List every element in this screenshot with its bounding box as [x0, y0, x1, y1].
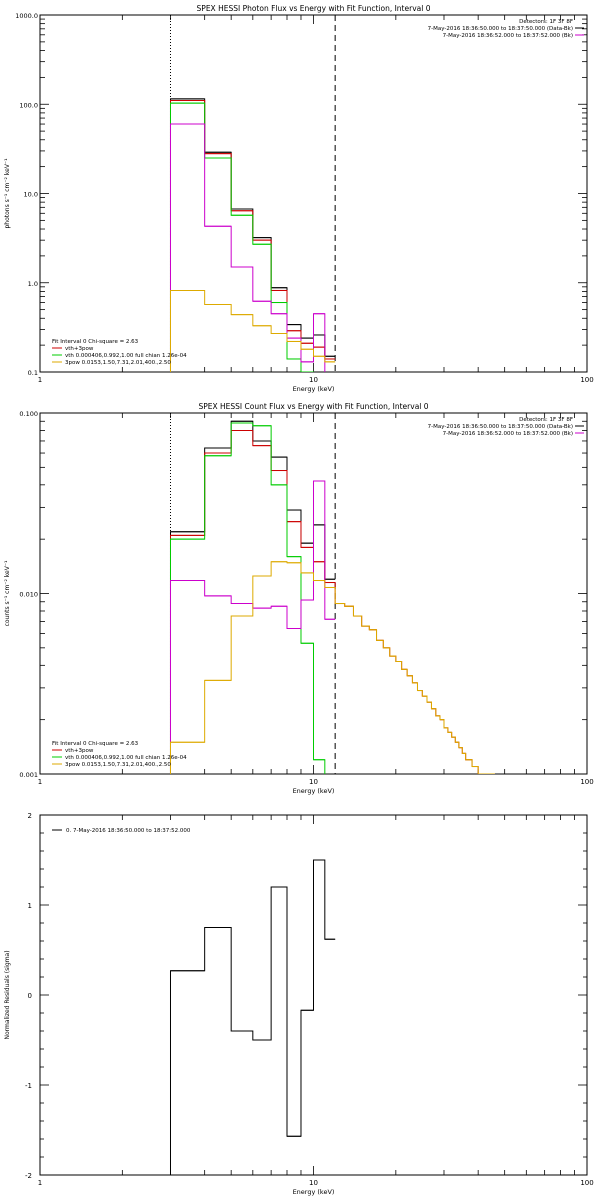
series-line — [169, 561, 495, 774]
x-tick-label: 100 — [580, 1179, 593, 1187]
series-5 — [169, 289, 336, 372]
series-5 — [169, 561, 495, 774]
legend-top-text: 7-May-2016 18:36:52.000 to 18:37:52.000 … — [443, 33, 573, 39]
x-axis-label: Energy (keV) — [293, 1188, 335, 1196]
series-line — [169, 102, 314, 372]
series-group — [169, 859, 336, 1175]
panel-2: 1 10 100 0.001 0.010 0.100 SPEX HESSI Count Fl… — [4, 402, 594, 795]
legend-bottom-text: vth 0.000406,0.992,1.00 full chian 1.26e… — [65, 755, 187, 761]
legend-bottom-text: 3pow 0.0153,1.50,7.31,2.01,400.,2.50 — [65, 762, 171, 768]
legend-bottom-text: vth+3pow — [65, 748, 94, 754]
y-tick-label: 0.001 — [19, 771, 38, 779]
y-tick-label: 100.0 — [19, 101, 38, 109]
y-tick-label: 0 — [28, 992, 32, 1000]
x-axis-label: Energy (keV) — [293, 385, 335, 393]
series-1 — [169, 859, 336, 1175]
x-tick-label: 10 — [309, 1179, 318, 1187]
legend-top-text: 7-May-2016 18:36:50.000 to 18:37:50.000 … — [428, 424, 573, 430]
panel-1: 1 10 100 0.1 1.0 10.0 100.0 1000.0 SPEX HESSI Ph… — [4, 4, 594, 393]
series-4 — [169, 123, 326, 372]
x-axis-ticks: 1 10 100 — [38, 15, 594, 384]
x-tick-label: 1 — [38, 376, 42, 384]
fit-info-text: Fit Interval 0 Chi-square = 2.63 — [52, 741, 139, 747]
x-axis-ticks: 1 10 100 — [38, 815, 594, 1187]
y-tick-label: -1 — [25, 1082, 32, 1090]
y-tick-label: 0.100 — [19, 410, 38, 418]
y-axis-ticks: 0.001 0.010 0.100 — [19, 410, 587, 779]
y-tick-label: 10.0 — [24, 191, 38, 199]
x-tick-label: 100 — [580, 778, 593, 786]
legend-bottom-text: 3pow 0.0153,1.50,7.31,2.01,400.,2.50 — [65, 360, 171, 366]
y-axis-label: photons s⁻¹ cm⁻² keV⁻¹ — [4, 158, 11, 229]
y-tick-label: 2 — [28, 812, 32, 820]
series-line — [169, 480, 336, 774]
legend-top-text: 7-May-2016 18:36:50.000 to 18:37:50.000 … — [428, 26, 573, 32]
fit-info-text: Fit Interval 0 Chi-square = 2.63 — [52, 339, 139, 345]
y-axis-ticks: -2 -1 0 1 2 — [25, 812, 587, 1180]
x-tick-label: 1 — [38, 778, 42, 786]
y-tick-label: 1.0 — [28, 280, 38, 288]
y-axis-ticks: 0.1 1.0 10.0 100.0 1000.0 — [15, 12, 587, 377]
legend-bottom-text: vth+3pow — [65, 346, 94, 352]
series-3 — [169, 422, 326, 774]
series-3 — [169, 102, 314, 372]
series-group — [169, 420, 495, 774]
x-tick-label: 1 — [38, 1179, 42, 1187]
y-axis-label: Normalized Residuals (sigma) — [4, 950, 11, 1039]
series-line — [169, 859, 336, 1175]
panel-3: 1 10 100 -2 -1 0 1 2 Energy (keV) Normalized Resi… — [4, 812, 594, 1196]
series-group — [169, 98, 336, 372]
series-4 — [169, 480, 336, 774]
detectors-label: Detectors: 1F 3F 8F — [519, 417, 573, 423]
y-tick-label: 1 — [28, 902, 32, 910]
chart-title: SPEX HESSI Count Flux vs Energy with Fit… — [198, 402, 428, 411]
x-tick-label: 10 — [309, 376, 318, 384]
x-tick-label: 10 — [309, 778, 318, 786]
legend-bottom-text: vth 0.000406,0.992,1.00 full chian 1.26e… — [65, 353, 187, 359]
y-axis-label: counts s⁻¹ cm⁻² keV⁻¹ — [4, 560, 11, 626]
y-tick-label: -2 — [25, 1172, 32, 1180]
series-2 — [169, 429, 495, 774]
x-axis-label: Energy (keV) — [293, 787, 335, 795]
y-tick-label: 1000.0 — [15, 12, 38, 20]
y-tick-label: 0.1 — [28, 369, 38, 377]
detectors-label: Detectors: 1F 3F 8F — [519, 19, 573, 25]
y-tick-label: 0.010 — [19, 591, 38, 599]
legend-top-text: 7-May-2016 18:36:52.000 to 18:37:52.000 … — [443, 431, 573, 437]
legend-top-text: 0. 7-May-2016 18:36:50.000 to 18:37:52.0… — [66, 828, 191, 834]
series-line — [169, 429, 495, 774]
x-axis-ticks: 1 10 100 — [38, 413, 594, 786]
chart-title: SPEX HESSI Photon Flux vs Energy with Fi… — [197, 4, 431, 13]
x-tick-label: 100 — [580, 376, 593, 384]
